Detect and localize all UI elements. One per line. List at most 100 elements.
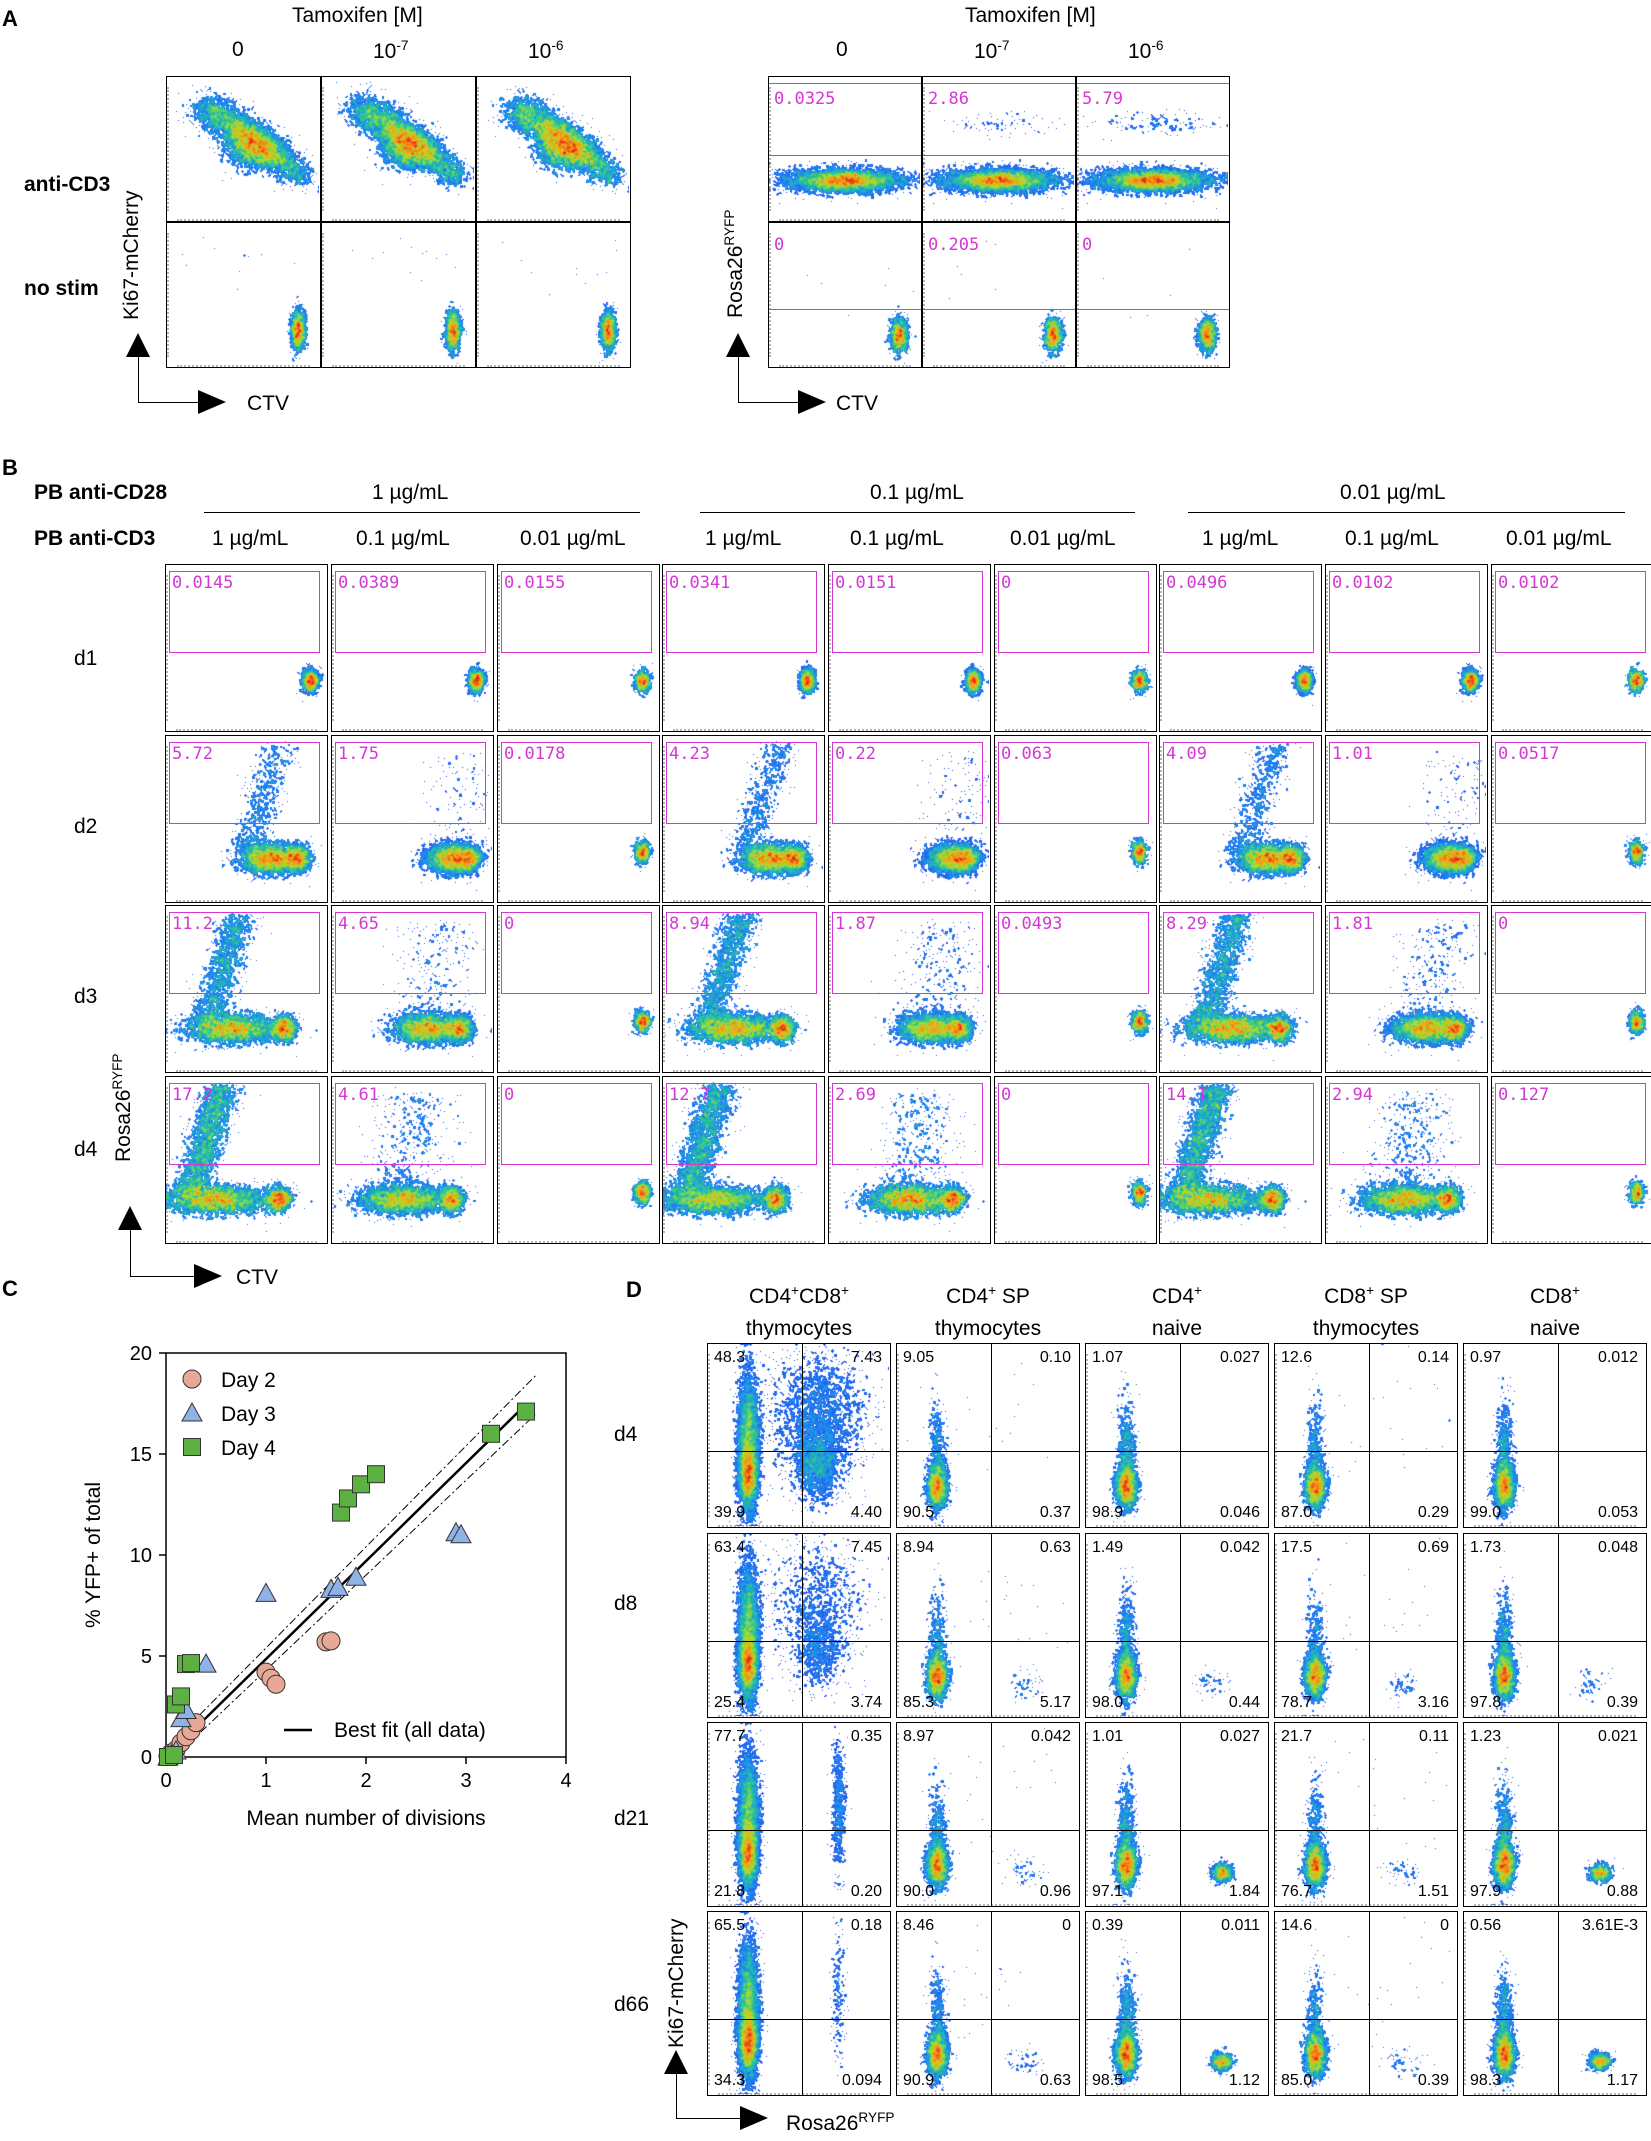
panelD-quad-hline bbox=[897, 1451, 1079, 1452]
panelD-quad-value-3: 0.39 bbox=[1417, 2072, 1449, 2089]
panelA-left-plot-r0-c1-yticks bbox=[322, 87, 329, 211]
panelD-plot-r2-c4: 1.23 0.021 97.9 0.88 bbox=[1463, 1722, 1647, 1907]
panelB-plot-r2-c4-xticks bbox=[839, 1065, 980, 1072]
panelB-plot-r0-c8-yticks bbox=[1492, 575, 1499, 721]
panelA-right-plot-r1-c0-density bbox=[769, 223, 920, 366]
panelB-plot-r2-c8-xticks bbox=[1502, 1065, 1643, 1072]
panelD-col-s1: + bbox=[791, 1283, 799, 1298]
panelD-plot-r3-c2-density bbox=[1086, 1912, 1267, 2094]
panelD-plot-r2-c2: 1.01 0.027 97.1 1.84 bbox=[1085, 1722, 1269, 1907]
panelB-plot-r0-c1-yticks bbox=[332, 575, 339, 721]
panelD-plot-r2-c2-yticks bbox=[1086, 1733, 1093, 1896]
panelB-gate-box bbox=[832, 742, 983, 824]
panelB-plot-r2-c0: 11.2 bbox=[165, 905, 328, 1073]
panelD-plot-r0-c2: 1.07 0.027 98.9 0.046 bbox=[1085, 1343, 1269, 1528]
panelA-right-yarrow-line bbox=[738, 336, 739, 402]
panelA-right-gate-bottom-0 bbox=[769, 309, 921, 310]
panelB-plot-r1-c4-xticks bbox=[839, 895, 980, 902]
panelB-gate-value: 4.65 bbox=[338, 914, 379, 934]
panelA-right-ylabel-base: Rosa26 bbox=[724, 245, 747, 318]
chart-c-legend-label-2: Day 4 bbox=[221, 1437, 276, 1460]
chart-c-xtick-label: 3 bbox=[460, 1770, 471, 1792]
chart-c-point-square-s2-p0 bbox=[159, 1748, 177, 1766]
panelD-plot-r3-c2-yticks bbox=[1086, 1922, 1093, 2085]
panelB-xarrow-line bbox=[130, 1276, 196, 1277]
panelB-plot-r0-c6-xticks bbox=[1170, 724, 1311, 731]
panelD-quad-vline bbox=[1369, 1723, 1370, 1906]
panelB-plot-r2-c3: 8.94 bbox=[662, 905, 825, 1073]
panelD-quad-value-3: 0.63 bbox=[1039, 2072, 1071, 2089]
panelD-quad-value-2: 97.8 bbox=[1470, 1694, 1502, 1711]
chart-c-point-square-s2-p5 bbox=[182, 1654, 200, 1673]
panelB-plot-r3-c8-xticks bbox=[1502, 1236, 1643, 1243]
panelD-col-s1: + bbox=[988, 1283, 997, 1298]
panelD-quad-value-0: 12.6 bbox=[1281, 1349, 1313, 1366]
chart-c-frame bbox=[165, 1352, 567, 1758]
panelB-plot-r0-c0-yticks bbox=[166, 575, 173, 721]
panelB-gate-box bbox=[1495, 742, 1646, 824]
panelD-quad-value-0: 48.3 bbox=[714, 1349, 746, 1366]
panelD-plot-r2-c4-xticks bbox=[1474, 1899, 1636, 1906]
panelB-plot-r2-c5-density bbox=[995, 906, 1155, 1071]
panelB-gate-value: 8.94 bbox=[669, 914, 710, 934]
chart-c-point-triangle-s1-p3 bbox=[170, 1707, 192, 1728]
panelD-quad-value-2: 90.0 bbox=[903, 1883, 935, 1900]
panelD-quad-value-0: 65.5 bbox=[714, 1917, 746, 1934]
panelB-plot-r0-c1-xticks bbox=[342, 724, 483, 731]
panelD-quad-value-2: 97.1 bbox=[1092, 1883, 1124, 1900]
panelA-left-conc-0-base: 0 bbox=[232, 38, 244, 61]
panelA-right-conc-2-base: 10 bbox=[1128, 40, 1152, 63]
panelD-col-header-line2: thymocytes bbox=[934, 1317, 1042, 1340]
panelA-right-plot-r0-c0: 0.0325 bbox=[768, 76, 922, 222]
panelB-gate-box bbox=[501, 1083, 652, 1165]
chart-c-point-triangle-s1-p2 bbox=[165, 1739, 187, 1760]
chart-c-point-triangle-s1-p8 bbox=[327, 1576, 349, 1596]
panelB-plot-r2-c5-yticks bbox=[995, 916, 1002, 1062]
panelB-plot-r1-c0-density bbox=[166, 736, 326, 901]
panelD-quad-value-1: 0.027 bbox=[1219, 1349, 1260, 1366]
panelB-gate-value: 0.0493 bbox=[1001, 914, 1063, 934]
panelD-quad-value-0: 1.07 bbox=[1092, 1349, 1124, 1366]
panelD-quad-value-3: 1.51 bbox=[1417, 1883, 1449, 1900]
panelB-plot-r3-c3-xticks bbox=[673, 1236, 814, 1243]
panelA-left-plot-r1-c2-xticks bbox=[487, 360, 620, 367]
panelD-col-s1: + bbox=[1572, 1283, 1580, 1298]
chart-c-point-circle-s0-p9 bbox=[266, 1674, 286, 1694]
panelA-left-plot-r1-c1-density bbox=[322, 223, 474, 366]
panelB-plot-r2-c1-xticks bbox=[342, 1065, 483, 1072]
panelB-gate-value: 0.0102 bbox=[1498, 573, 1560, 593]
chart-c-ytick-label: 15 bbox=[130, 1444, 152, 1466]
panelD-quad-value-2: 21.8 bbox=[714, 1883, 746, 1900]
chart-c-xtick-label: 4 bbox=[560, 1770, 571, 1792]
panelD-plot-r1-c1-yticks bbox=[897, 1544, 904, 1707]
chart-c-legend-marker-1 bbox=[181, 1401, 203, 1422]
panelD-quad-hline bbox=[1086, 1830, 1268, 1831]
panelD-quad-hline bbox=[1275, 1451, 1457, 1452]
panelB-gate-value: 1.81 bbox=[1332, 914, 1373, 934]
panelD-quad-hline bbox=[1275, 1830, 1457, 1831]
panelB-plot-r0-c7: 0.0102 bbox=[1325, 564, 1488, 732]
panelB-gate-box bbox=[169, 742, 320, 824]
panelB-gate-value: 0.0151 bbox=[835, 573, 897, 593]
panelA-right-gate-bottom-2 bbox=[1077, 155, 1229, 156]
panelA-right-gate-top-2 bbox=[1077, 83, 1229, 84]
panelB-day-0: d1 bbox=[74, 647, 98, 670]
panelB-gate-box bbox=[1329, 912, 1480, 994]
panelD-plot-r2-c0-density bbox=[708, 1723, 889, 1905]
panelB-gate-value: 4.61 bbox=[338, 1085, 379, 1105]
panelB-plot-r0-c6-density bbox=[1160, 565, 1320, 730]
panelB-plot-r2-c3-xticks bbox=[673, 1065, 814, 1072]
panelB-gate-value: 0.0178 bbox=[504, 744, 566, 764]
panelD-quad-value-0: 0.97 bbox=[1470, 1349, 1502, 1366]
panelB-gate-value: 0.0145 bbox=[172, 573, 234, 593]
panelD-quad-value-2: 78.7 bbox=[1281, 1694, 1313, 1711]
panelD-col-header-4: CD8+ naive bbox=[1530, 1275, 1580, 1345]
panelD-quad-hline bbox=[897, 1830, 1079, 1831]
panelA-left-yarrow-head bbox=[126, 333, 150, 357]
chart-c-point-square-s2-p4 bbox=[177, 1655, 195, 1674]
panelD-plot-r0-c1-yticks bbox=[897, 1354, 904, 1517]
panelB-gate-box bbox=[666, 912, 817, 994]
chart-c-point-circle-s0-p7 bbox=[256, 1662, 276, 1682]
panelB-plot-r2-c1-yticks bbox=[332, 916, 339, 1062]
panelB-plot-r2-c4: 1.87 bbox=[828, 905, 991, 1073]
